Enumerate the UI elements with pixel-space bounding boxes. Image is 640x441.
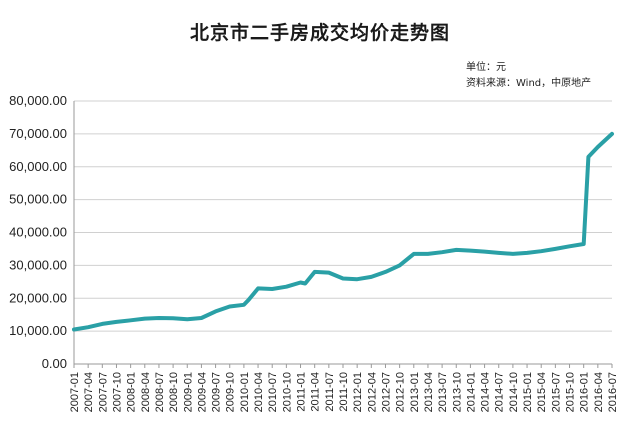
x-tick-label: 2008-04 — [140, 372, 152, 412]
y-tick-label: 20,000.00 — [9, 290, 67, 305]
x-tick-label: 2015-07 — [550, 372, 562, 412]
y-tick-label: 70,000.00 — [9, 126, 67, 141]
x-tick-label: 2009-10 — [225, 372, 237, 412]
x-tick-label: 2013-01 — [409, 372, 421, 412]
y-tick-label: 60,000.00 — [9, 159, 67, 174]
y-tick-label: 40,000.00 — [9, 225, 67, 240]
x-tick-label: 2015-01 — [522, 372, 534, 412]
x-tick-label: 2009-04 — [196, 372, 208, 412]
x-tick-label: 2012-04 — [366, 372, 378, 412]
x-tick-label: 2013-04 — [423, 372, 435, 412]
x-tick-label: 2009-01 — [182, 372, 194, 412]
x-tick-label: 2008-10 — [168, 372, 180, 412]
x-tick-label: 2008-07 — [154, 372, 166, 412]
source-note: 资料来源：Wind，中原地产 — [466, 78, 592, 89]
x-tick-label: 2007-01 — [69, 372, 81, 412]
chart-title: 北京市二手房成交均价走势图 — [189, 22, 450, 44]
series-line — [72, 131, 614, 332]
unit-note: 单位：元 — [466, 62, 506, 73]
x-tick-label: 2013-07 — [437, 372, 449, 412]
x-tick-label: 2016-04 — [593, 372, 605, 412]
grid-lines — [74, 100, 612, 332]
x-tick-label: 2014-01 — [465, 372, 477, 412]
x-tick-label: 2010-01 — [239, 372, 251, 412]
x-tick-label: 2010-07 — [267, 372, 279, 412]
x-tick-label: 2009-07 — [211, 372, 223, 412]
x-tick-label: 2007-10 — [111, 372, 123, 412]
x-tick-label: 2011-01 — [296, 372, 308, 412]
y-tick-label: 50,000.00 — [9, 192, 67, 207]
x-tick-label: 2008-01 — [126, 372, 138, 412]
series-layer — [72, 131, 614, 332]
y-tick-label: 0.00 — [42, 356, 67, 371]
x-tick-label: 2012-01 — [352, 372, 364, 412]
x-tick-label: 2013-10 — [451, 372, 463, 412]
x-tick-label: 2010-10 — [281, 372, 293, 412]
x-tick-label: 2016-01 — [579, 372, 591, 412]
x-tick-label: 2014-04 — [480, 372, 492, 412]
x-tick-label: 2014-10 — [508, 372, 520, 412]
x-tick-label: 2012-10 — [395, 372, 407, 412]
axes — [73, 101, 613, 368]
x-tick-label: 2011-07 — [324, 372, 336, 412]
x-tick-label: 2016-07 — [607, 372, 619, 412]
x-tick-label: 2011-10 — [338, 372, 350, 412]
x-tick-label: 2010-04 — [253, 372, 265, 412]
x-tick-label: 2007-07 — [97, 372, 109, 412]
x-tick-label: 2007-04 — [83, 372, 95, 412]
x-tick-label: 2014-07 — [494, 372, 506, 412]
x-tick-label: 2015-10 — [565, 372, 577, 412]
y-tick-label: 30,000.00 — [9, 257, 67, 272]
y-axis-ticks: 0.00 10,000.00 20,000.00 30,000.00 40,000.00… — [9, 93, 67, 371]
x-tick-label: 2015-04 — [536, 372, 548, 412]
y-tick-label: 80,000.00 — [9, 93, 67, 108]
y-tick-label: 10,000.00 — [9, 323, 67, 338]
x-tick-label: 2012-07 — [380, 372, 392, 412]
x-tick-label: 2011-04 — [310, 372, 322, 412]
x-axis-ticks: 2007-01 2007-04 2007-07 2007-10 2008-01 2008-… — [69, 372, 619, 412]
